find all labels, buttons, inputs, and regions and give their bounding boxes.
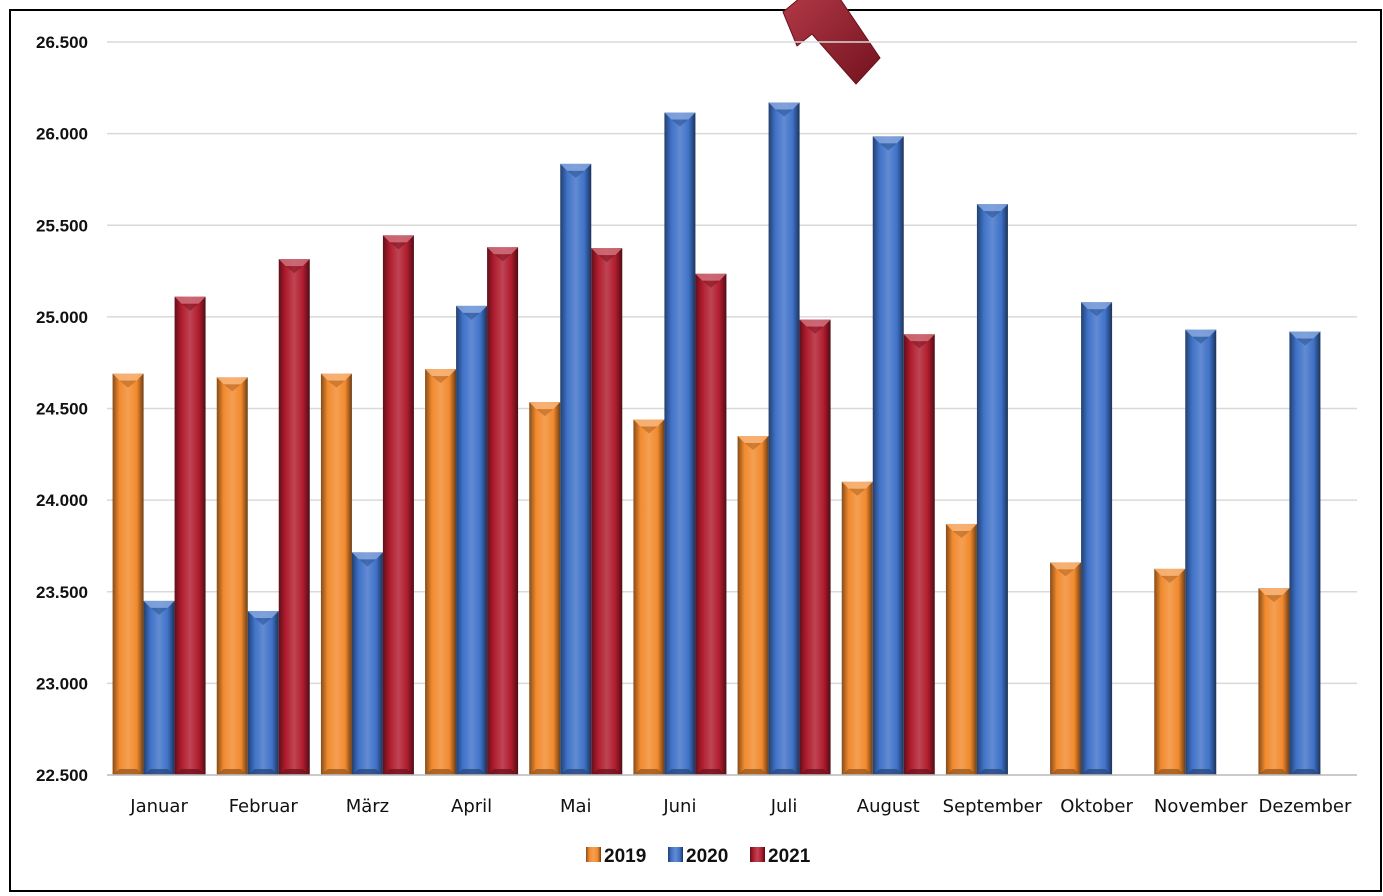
y-tick-label: 23.000 xyxy=(36,674,88,693)
bar xyxy=(695,273,727,775)
bar xyxy=(529,402,561,775)
y-tick-label: 26.500 xyxy=(36,33,88,52)
bar xyxy=(1258,588,1290,775)
bar xyxy=(351,552,383,775)
bars xyxy=(112,102,1321,776)
x-tick-label: März xyxy=(346,796,389,817)
y-tick-label: 25.500 xyxy=(36,216,88,235)
x-tick-label: Mai xyxy=(560,796,592,817)
bar xyxy=(425,369,457,775)
bar xyxy=(382,235,414,776)
y-axis-ticks: 22.500 23.000 23.500 24.000 24.500 25.000 25.5… xyxy=(36,33,88,785)
legend-swatch xyxy=(586,847,601,862)
bar xyxy=(799,319,831,775)
y-tick-label: 24.000 xyxy=(36,491,88,510)
x-tick-label: Juni xyxy=(662,796,696,817)
bar xyxy=(945,523,977,775)
bar xyxy=(1050,562,1082,775)
bar xyxy=(174,296,206,775)
legend-item: 2019 xyxy=(586,846,646,867)
bar xyxy=(1289,331,1321,775)
bar xyxy=(872,136,904,775)
bar xyxy=(560,163,592,775)
bar xyxy=(278,259,310,775)
y-tick-label: 24.500 xyxy=(36,400,88,419)
legend-label: 2019 xyxy=(604,846,646,867)
x-tick-label: Januar xyxy=(129,796,188,817)
x-tick-label: Dezember xyxy=(1258,796,1351,817)
legend-item: 2021 xyxy=(750,846,811,867)
y-tick-label: 23.500 xyxy=(36,583,88,602)
bar xyxy=(112,373,144,775)
x-tick-label: Juli xyxy=(770,796,798,817)
legend-item: 2020 xyxy=(668,846,728,867)
bar xyxy=(456,305,488,775)
category-labels: Januar Februar März April Mai Juni Juli August S… xyxy=(129,796,1352,817)
legend-swatch xyxy=(668,847,683,862)
legend-swatch xyxy=(750,847,765,862)
y-tick-label: 25.000 xyxy=(36,308,88,327)
bar xyxy=(737,435,769,775)
legend-label: 2021 xyxy=(768,846,811,867)
bar xyxy=(903,334,935,775)
x-tick-label: August xyxy=(857,796,920,817)
bar xyxy=(1081,302,1113,775)
bar xyxy=(976,204,1008,775)
bar xyxy=(768,102,800,775)
legend-label: 2020 xyxy=(686,846,728,867)
bar xyxy=(664,112,696,775)
bar xyxy=(320,373,352,775)
bar xyxy=(487,247,519,776)
bar xyxy=(143,600,175,775)
gridlines xyxy=(107,41,1357,776)
bar xyxy=(1154,568,1186,775)
bar xyxy=(841,481,873,775)
bar xyxy=(633,419,665,775)
x-tick-label: Februar xyxy=(229,796,299,817)
bar xyxy=(247,610,279,775)
x-tick-label: Oktober xyxy=(1060,796,1133,817)
y-tick-label: 26.000 xyxy=(36,125,88,144)
bar xyxy=(591,248,623,775)
legend: 2019 2020 2021 xyxy=(586,846,811,867)
bar xyxy=(1185,329,1217,775)
x-tick-label: April xyxy=(451,796,492,817)
x-tick-label: September xyxy=(943,796,1043,817)
bar xyxy=(216,377,248,775)
y-tick-label: 22.500 xyxy=(36,766,88,785)
x-tick-label: November xyxy=(1154,796,1248,817)
